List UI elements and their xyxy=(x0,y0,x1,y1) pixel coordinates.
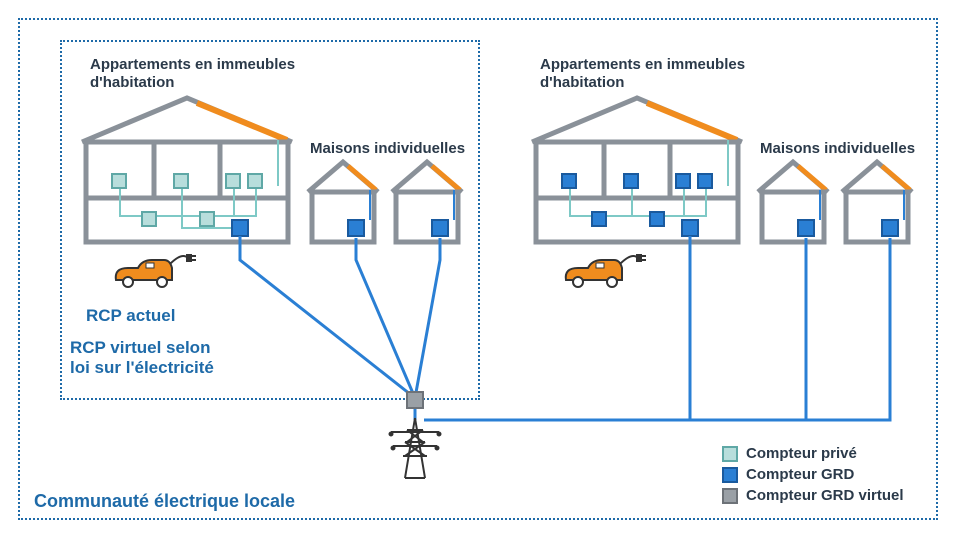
legend-swatch-grd xyxy=(722,467,738,483)
legend-label-grd: Compteur GRD xyxy=(746,466,854,483)
legend-swatch-virtual xyxy=(722,488,738,504)
legend-label-virtual: Compteur GRD virtuel xyxy=(746,487,904,504)
legend-swatch-private xyxy=(722,446,738,462)
right-houses xyxy=(758,162,912,242)
ev-car-right xyxy=(566,254,646,287)
legend-item-private: Compteur privé xyxy=(722,445,904,462)
ev-car-left xyxy=(116,254,196,287)
legend-item-grd: Compteur GRD xyxy=(722,466,904,483)
virtual-grid-meter xyxy=(407,392,423,408)
left-apartment-building xyxy=(82,98,292,242)
grid-wires xyxy=(240,236,890,420)
transmission-tower-icon xyxy=(390,418,441,478)
left-houses xyxy=(308,162,462,242)
legend-label-private: Compteur privé xyxy=(746,445,857,462)
legend-item-virtual: Compteur GRD virtuel xyxy=(722,487,904,504)
legend: Compteur privé Compteur GRD Compteur GRD… xyxy=(722,445,904,508)
right-apartment-building xyxy=(532,98,742,242)
